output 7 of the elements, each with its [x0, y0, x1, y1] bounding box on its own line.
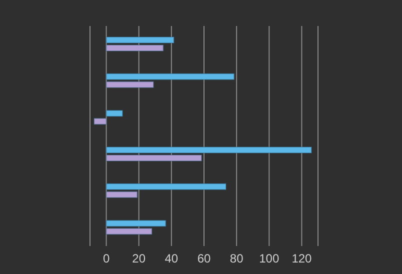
x-tick-label: 0 — [102, 252, 110, 266]
x-tick-label: 80 — [230, 252, 244, 266]
x-tick-label: 60 — [197, 252, 211, 266]
x-tick-label: 100 — [259, 252, 280, 266]
x-tick-label: 20 — [132, 252, 146, 266]
x-tick-label: 120 — [292, 252, 312, 266]
x-tick-label: 40 — [164, 252, 178, 266]
